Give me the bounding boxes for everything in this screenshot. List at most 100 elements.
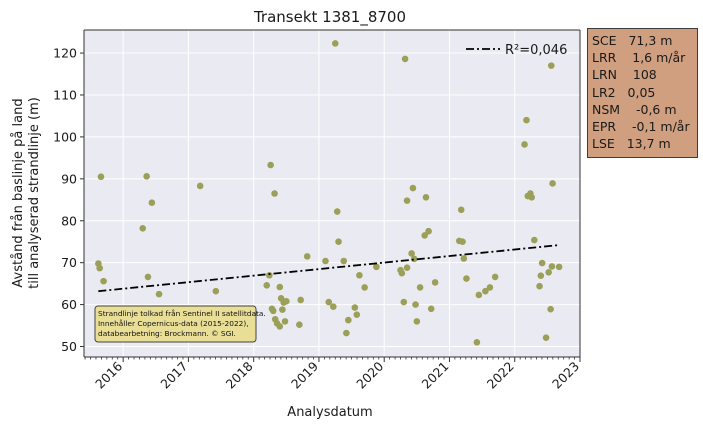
stat-key: NSM [592, 101, 621, 117]
source-note-line: Strandlinje tolkad från Sentinel II sate… [98, 309, 266, 318]
data-point [351, 304, 359, 311]
data-point [400, 298, 408, 306]
data-point [463, 275, 470, 282]
y-tick-label: 100 [53, 129, 77, 144]
data-point [271, 190, 278, 197]
data-point [545, 269, 552, 276]
data-point [413, 318, 421, 325]
y-axis-label: Avstånd från baslinje på land till analy… [11, 97, 42, 289]
data-point [340, 257, 348, 265]
data-point [325, 298, 333, 306]
statistics-box: SCE 71,3 m LRR 1,6 m/år LRN 108 LR2 0,05… [587, 28, 698, 158]
stat-value: 71,3 m [628, 33, 673, 48]
data-point [547, 305, 554, 313]
data-point [431, 279, 439, 286]
y-tick-label: 50 [61, 339, 77, 354]
stat-value: 0,05 [627, 84, 656, 100]
x-tick-label: 2022 [484, 359, 517, 392]
data-point [486, 284, 494, 291]
legend-label: R²=0,046 [505, 43, 567, 58]
y-tick-label: 60 [61, 297, 77, 312]
data-point [361, 284, 368, 291]
data-point [521, 141, 528, 148]
data-point [537, 272, 545, 279]
data-points [95, 40, 563, 346]
data-point [536, 282, 543, 290]
data-point [356, 271, 363, 279]
data-point [276, 283, 284, 291]
stat-value: 108 [632, 67, 657, 83]
data-point [475, 291, 483, 299]
stat-key: SCE [592, 33, 617, 48]
data-point [297, 296, 304, 304]
source-note-line: databearbetning: Brockmann. © SGI. [98, 329, 236, 338]
data-point [528, 193, 536, 201]
y-tick-label: 120 [53, 46, 77, 61]
data-point [421, 232, 428, 239]
x-tick-label: 2023 [549, 359, 582, 392]
data-point [523, 116, 530, 124]
stat-row-epr: EPR -0,1 m/år [592, 118, 697, 135]
data-point [148, 199, 156, 207]
x-tick-label: 2021 [418, 359, 451, 392]
data-point [266, 271, 273, 279]
y-tick-label: 90 [61, 171, 77, 186]
source-note-box [94, 305, 257, 343]
y-tick-label: 110 [53, 87, 77, 102]
data-point [416, 284, 424, 291]
data-point [373, 263, 380, 271]
stat-key: LR2 [592, 84, 616, 100]
data-point [401, 55, 409, 63]
data-point [412, 301, 419, 308]
data-point [353, 311, 361, 318]
data-point [555, 263, 563, 271]
data-point [548, 263, 556, 270]
data-point [343, 329, 350, 337]
data-point [281, 318, 289, 325]
data-point [303, 253, 311, 260]
stat-value: -0,6 m [635, 101, 677, 117]
data-point [403, 264, 411, 272]
trend-line-group [98, 244, 560, 293]
data-point [398, 269, 406, 277]
data-point [97, 173, 105, 181]
data-point [279, 306, 286, 313]
data-point [549, 180, 556, 187]
data-point [144, 273, 152, 281]
data-point [538, 259, 546, 267]
y-axis-label-line: Avstånd från baslinje på land [11, 98, 26, 287]
data-point [422, 193, 430, 201]
data-point [409, 184, 417, 192]
data-point [322, 257, 329, 265]
grid-lines [84, 30, 581, 357]
stat-key: LSE [592, 136, 615, 152]
stat-value: -0,1 m/år [632, 119, 690, 135]
x-tick-label: 2016 [92, 358, 125, 391]
data-point [457, 206, 465, 214]
data-point [345, 316, 352, 324]
x-tick-label: 2019 [288, 358, 321, 391]
data-point [263, 282, 271, 289]
data-point [547, 62, 555, 69]
source-note: Strandlinje tolkad från Sentinel II sate… [94, 305, 266, 343]
data-point [482, 287, 489, 295]
data-point [276, 323, 284, 330]
data-point [473, 339, 481, 346]
x-tick-label: 2018 [223, 358, 256, 391]
stat-key: EPR [592, 119, 617, 135]
stat-key: LRR [592, 50, 617, 66]
legend: R²=0,046 [466, 43, 567, 58]
y-tick-label: 70 [61, 255, 77, 270]
stat-row-nsm: NSM -0,6 m [592, 101, 697, 118]
data-point [331, 40, 339, 47]
data-point [330, 303, 337, 310]
data-point [283, 297, 290, 305]
data-point [459, 238, 466, 246]
data-point [100, 277, 107, 285]
data-point [155, 290, 163, 298]
stat-key: LRN [592, 67, 617, 83]
data-point [269, 307, 277, 315]
data-point [333, 208, 341, 215]
data-point [427, 305, 435, 313]
